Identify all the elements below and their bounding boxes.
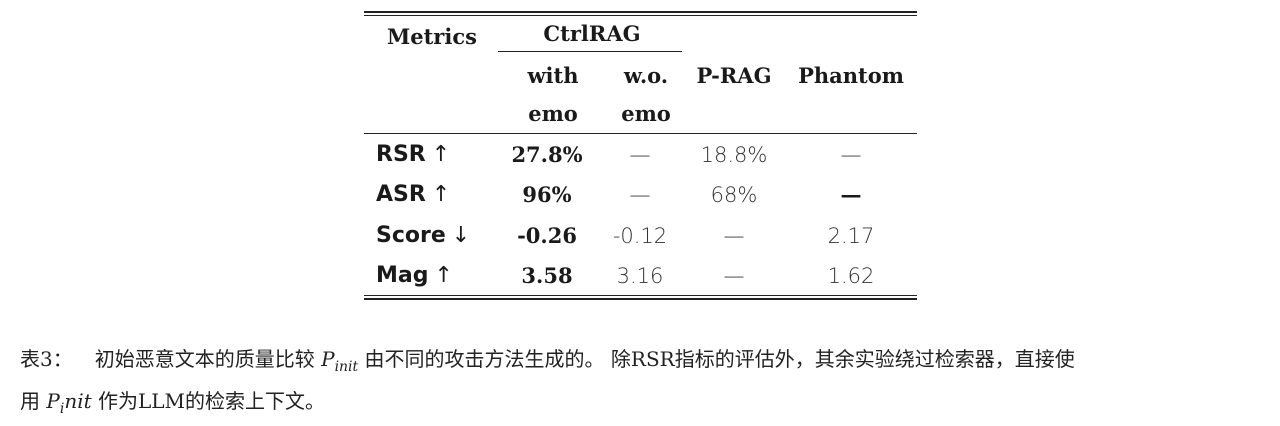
cell-rsr-with-emo: 27.8% <box>511 142 583 167</box>
cell-asr-phantom: — <box>840 182 862 207</box>
cell-asr-with-emo: 96% <box>522 182 572 207</box>
cell-score-with-emo: -0.26 <box>517 223 577 248</box>
header-prag: P-RAG <box>696 63 772 88</box>
row-label-mag: Mag ↑ <box>376 263 453 288</box>
cell-rsr-phantom: — <box>840 143 862 167</box>
caption-label: 表3： <box>20 347 73 371</box>
table-top-rule-thin <box>364 15 917 16</box>
cell-mag-prag: — <box>723 264 745 288</box>
table-caption: 表3： 初始恶意文本的质量比较 Pinit 由不同的攻击方法生成的。 除RSR指标… <box>20 342 1270 426</box>
cell-score-wo-emo: -0.12 <box>612 224 668 248</box>
caption-line-2: 用 Pinit 作为LLM的检索上下文。 <box>20 384 1270 426</box>
table-bottom-rule <box>364 298 917 300</box>
cell-asr-wo-emo: — <box>629 183 651 207</box>
down-arrow-icon: ↓ <box>451 223 471 248</box>
cell-rsr-wo-emo: — <box>629 143 651 167</box>
caption-line-1: 表3： 初始恶意文本的质量比较 Pinit 由不同的攻击方法生成的。 除RSR指标… <box>20 342 1270 384</box>
header-phantom: Phantom <box>798 63 904 88</box>
caption-text-b: 由不同的攻击方法生成的。 除RSR指标的评估外，其余实验绕过检索器，直接使 <box>364 347 1075 371</box>
caption-text-a: 初始恶意文本的质量比较 <box>94 347 315 371</box>
up-arrow-icon: ↑ <box>434 263 453 288</box>
row-label-rsr: RSR ↑ <box>376 142 451 167</box>
cell-score-prag: — <box>723 224 745 248</box>
cell-mag-with-emo: 3.58 <box>521 263 573 288</box>
cell-mag-phantom: 1.62 <box>827 264 875 288</box>
table-header-rule <box>364 133 917 134</box>
caption-text-d: 作为LLM的检索上下文。 <box>98 389 326 413</box>
comparison-table: Metrics CtrlRAG with emo w.o. emo P-RAG … <box>364 8 917 301</box>
header-metrics: Metrics <box>387 24 477 49</box>
header-with-emo-line2: emo <box>528 101 578 126</box>
pinit-symbol-2: Pinit <box>46 389 92 417</box>
cell-rsr-prag: 18.8% <box>700 143 768 167</box>
header-wo-emo-line1: w.o. <box>623 63 669 88</box>
table-top-rule <box>364 11 917 13</box>
row-label-score: Score ↓ <box>376 223 471 248</box>
table-bottom-rule-thin <box>364 295 917 296</box>
header-wo-emo-line2: emo <box>621 101 671 126</box>
caption-text-c: 用 <box>20 389 40 413</box>
up-arrow-icon: ↑ <box>431 142 451 167</box>
header-ctrlrag: CtrlRAG <box>543 21 641 46</box>
up-arrow-icon: ↑ <box>431 182 451 207</box>
row-label-asr: ASR ↑ <box>376 182 451 207</box>
cell-score-phantom: 2.17 <box>827 224 875 248</box>
cell-asr-prag: 68% <box>710 183 758 207</box>
pinit-symbol: Pinit <box>321 347 359 375</box>
header-with-emo-line1: with <box>527 63 579 88</box>
ctrlrag-column-rule <box>498 51 682 52</box>
cell-mag-wo-emo: 3.16 <box>616 264 664 288</box>
